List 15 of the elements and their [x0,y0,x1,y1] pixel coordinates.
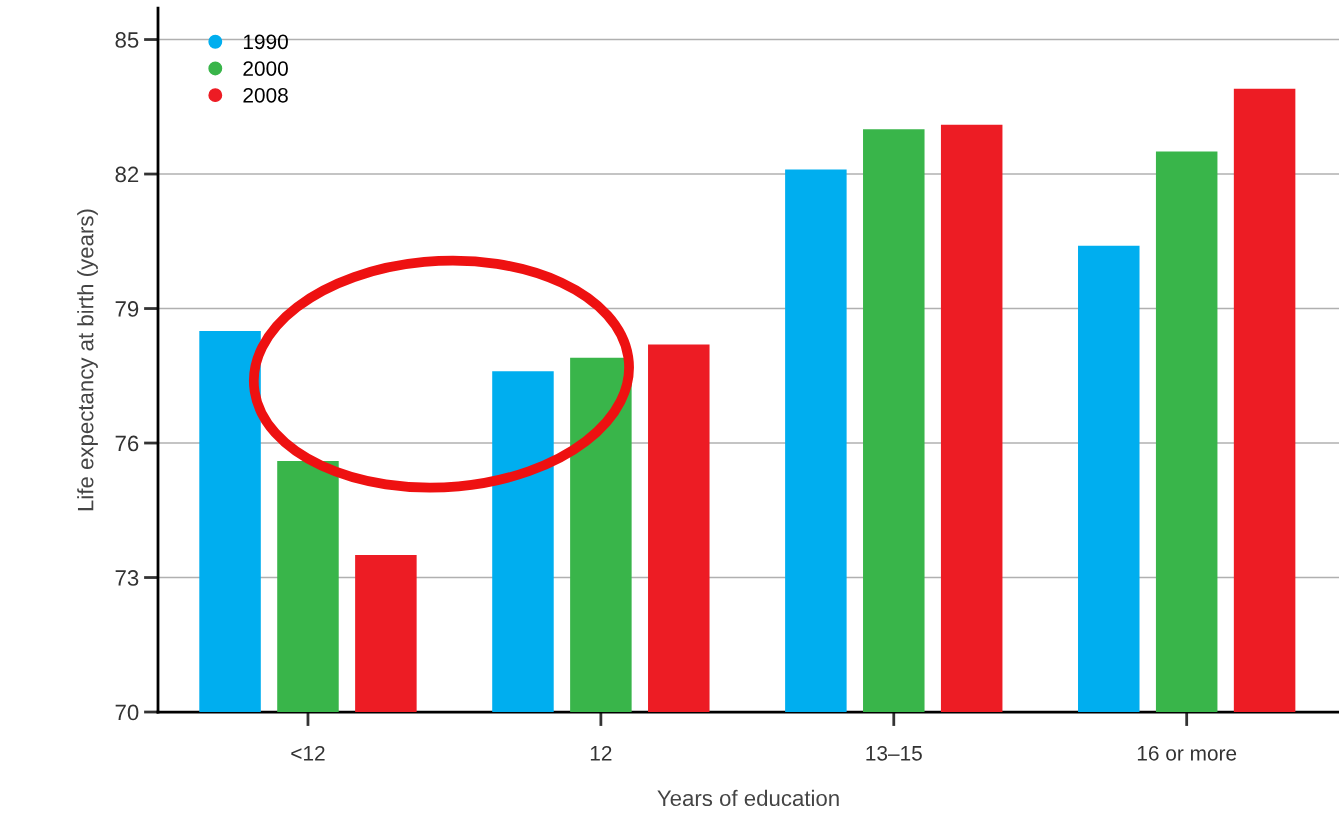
legend-label: 2000 [243,61,288,76]
x-tick-label: 12 [590,745,612,761]
y-tick-label: 79 [115,301,139,317]
y-tick-label: 85 [115,32,139,48]
x-tick-label: 13–15 [866,745,922,761]
y-tick-label: 70 [115,704,139,721]
legend-label: 1990 [243,34,288,50]
x-tick-label: 16 or more [1137,745,1237,761]
y-axis-title: Life expectancy at birth (years) [77,209,98,511]
y-tick-label: 73 [115,570,139,586]
y-tick-label: 82 [115,166,139,183]
y-tick-label: 76 [115,435,139,452]
x-tick-label: <12 [291,745,325,761]
x-axis-title: Years of education [657,789,839,807]
legend-label: 2008 [243,87,288,103]
